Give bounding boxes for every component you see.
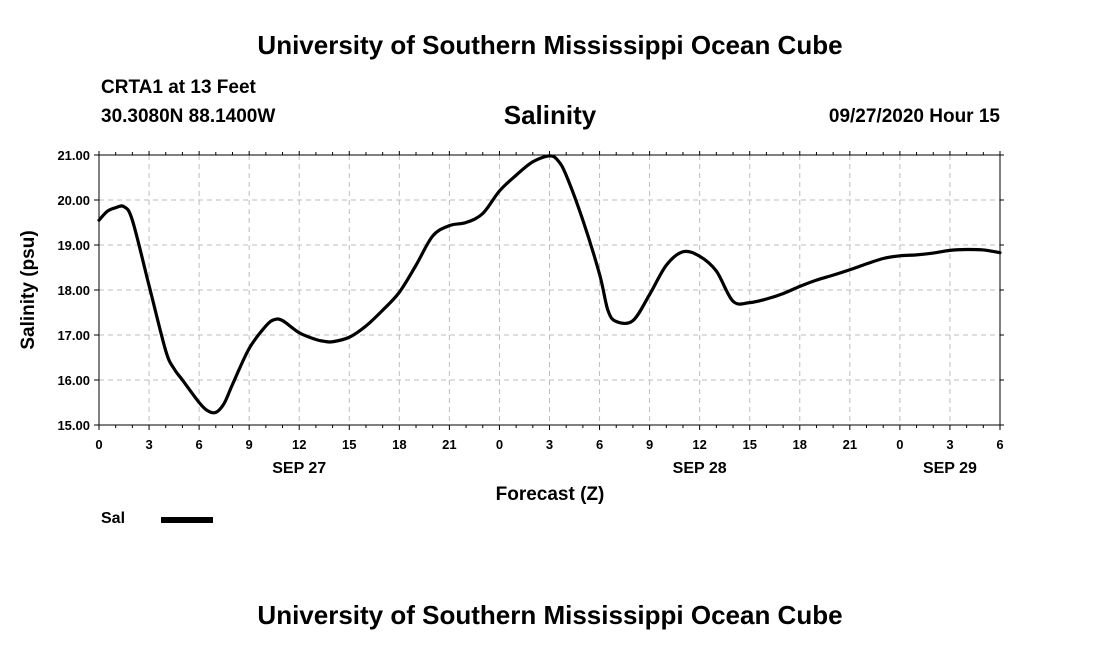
x-tick-label: 9: [246, 437, 253, 452]
station-label: CRTA1 at 13 Feet: [101, 77, 256, 98]
station-coordinates: 30.3080N 88.1400W: [101, 106, 276, 127]
y-axis-title: Salinity (psu): [18, 230, 39, 349]
x-tick-label: 18: [392, 437, 406, 452]
x-tick-label: 3: [946, 437, 953, 452]
series-line-sal: [97, 154, 1002, 415]
x-tick-label: 6: [195, 437, 202, 452]
y-tick-label: 16.00: [57, 373, 90, 388]
day-label: SEP 29: [923, 460, 977, 477]
forecast-timestamp: 09/27/2020 Hour 15: [828, 106, 1000, 127]
day-label: SEP 28: [673, 460, 727, 477]
footer-title: University of Southern Mississippi Ocean…: [257, 600, 843, 630]
x-tick-label: 12: [692, 437, 706, 452]
x-axis-title: Forecast (Z): [496, 484, 605, 505]
x-tick-label: 21: [442, 437, 456, 452]
legend-label: Sal: [101, 510, 126, 527]
x-tick-label: 15: [742, 437, 756, 452]
x-tick-label: 3: [546, 437, 553, 452]
x-tick-label: 15: [342, 437, 356, 452]
series-layer: [97, 154, 1002, 415]
y-tick-label: 21.00: [57, 148, 90, 163]
x-tick-label: 21: [843, 437, 857, 452]
x-tick-label: 0: [95, 437, 102, 452]
day-label: SEP 27: [272, 460, 326, 477]
x-tick-label: 0: [896, 437, 903, 452]
x-tick-label: 3: [145, 437, 152, 452]
header-title: University of Southern Mississippi Ocean…: [257, 30, 843, 60]
y-tick-label: 18.00: [57, 283, 90, 298]
y-tick-label: 20.00: [57, 193, 90, 208]
legend-line-swatch: [161, 517, 213, 523]
grid-lines: [99, 155, 1000, 425]
y-tick-label: 19.00: [57, 238, 90, 253]
x-tick-label: 12: [292, 437, 306, 452]
y-tick-label: 15.00: [57, 418, 90, 433]
x-tick-label: 6: [996, 437, 1003, 452]
x-tick-label: 6: [596, 437, 603, 452]
tick-layer: 0 3 6 9 12 15 18 21 0 3 6 9 12 15 18 21 0 3 6 15.00 16.00 17.…: [57, 148, 1004, 477]
x-tick-label: 18: [793, 437, 807, 452]
y-tick-label: 17.00: [57, 328, 90, 343]
x-tick-label: 0: [496, 437, 503, 452]
chart-title: Salinity: [503, 100, 597, 130]
x-tick-label: 9: [646, 437, 653, 452]
